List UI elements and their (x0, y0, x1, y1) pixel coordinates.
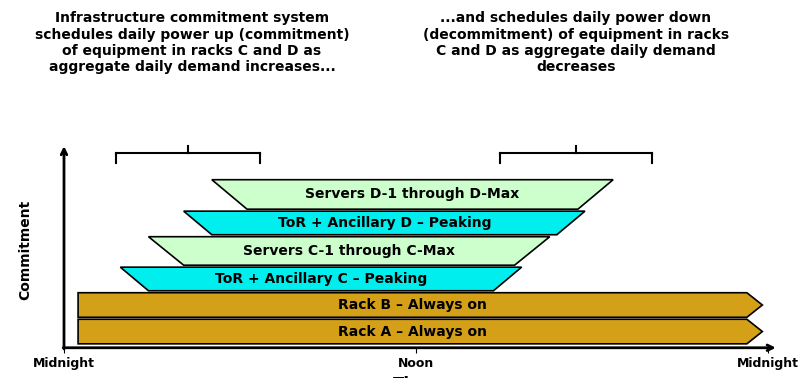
Polygon shape (78, 293, 762, 317)
Text: Servers D-1 through D-Max: Servers D-1 through D-Max (306, 187, 520, 201)
Text: Rack B – Always on: Rack B – Always on (338, 298, 487, 312)
Polygon shape (184, 211, 585, 235)
Polygon shape (212, 180, 613, 209)
X-axis label: Time: Time (393, 376, 439, 378)
Text: ToR + Ancillary C – Peaking: ToR + Ancillary C – Peaking (215, 272, 427, 286)
Text: Infrastructure commitment system
schedules daily power up (commitment)
of equipm: Infrastructure commitment system schedul… (34, 11, 350, 74)
Polygon shape (149, 237, 550, 265)
Text: Commitment: Commitment (18, 199, 32, 300)
Text: ToR + Ancillary D – Peaking: ToR + Ancillary D – Peaking (278, 216, 491, 230)
Text: ...and schedules daily power down
(decommitment) of equipment in racks
C and D a: ...and schedules daily power down (decom… (423, 11, 729, 74)
Polygon shape (120, 267, 522, 291)
Text: Rack A – Always on: Rack A – Always on (338, 325, 487, 339)
Text: Servers C-1 through C-Max: Servers C-1 through C-Max (243, 244, 455, 258)
Polygon shape (78, 319, 762, 344)
